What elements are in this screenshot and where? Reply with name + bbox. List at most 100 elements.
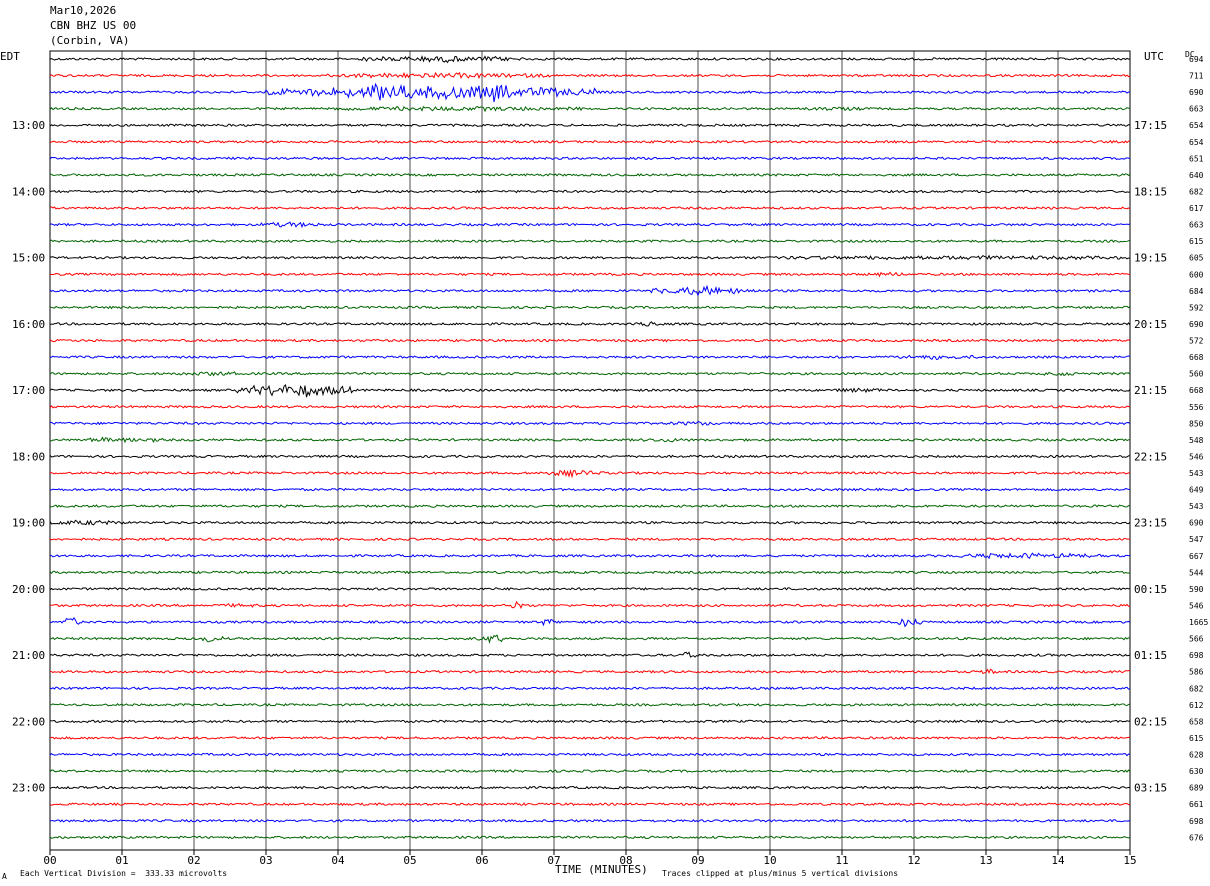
plot-grid bbox=[49, 50, 1131, 855]
seismic-trace bbox=[49, 206, 1131, 210]
utc-hour-label: 22:15 bbox=[1134, 450, 1167, 463]
dc-value-label: 667 bbox=[1189, 552, 1204, 561]
seismic-trace bbox=[49, 123, 1131, 128]
seismic-trace bbox=[49, 686, 1131, 691]
trace-group bbox=[49, 55, 1131, 840]
dc-value-label: 651 bbox=[1189, 154, 1204, 163]
seismic-trace bbox=[49, 305, 1131, 310]
seismic-trace bbox=[49, 600, 1131, 610]
seismic-trace bbox=[49, 139, 1131, 144]
edt-hour-label: 16:00 bbox=[12, 318, 45, 331]
x-tick-label: 09 bbox=[691, 854, 704, 867]
seismic-trace bbox=[49, 454, 1131, 459]
edt-hour-label: 13:00 bbox=[12, 119, 45, 132]
dc-value-label: 850 bbox=[1189, 419, 1204, 428]
utc-hour-label: 23:15 bbox=[1134, 517, 1167, 530]
utc-hour-label: 01:15 bbox=[1134, 649, 1167, 662]
station-label: CBN BHZ US 00 bbox=[50, 19, 137, 32]
dc-value-label: 615 bbox=[1189, 734, 1204, 743]
x-tick-label: 02 bbox=[187, 854, 200, 867]
utc-hour-label: 00:15 bbox=[1134, 583, 1167, 596]
dc-value-label: 698 bbox=[1189, 651, 1204, 660]
seismic-trace bbox=[49, 736, 1131, 740]
x-tick-label: 01 bbox=[115, 854, 128, 867]
x-tick-label: 14 bbox=[1051, 854, 1065, 867]
dc-value-label: 711 bbox=[1189, 72, 1204, 81]
x-tick-label: 04 bbox=[331, 854, 345, 867]
x-axis-title: TIME (MINUTES) bbox=[555, 863, 648, 876]
date-label: Mar10,2026 bbox=[50, 4, 117, 17]
left-timezone-label: EDT bbox=[0, 50, 20, 63]
utc-hour-label: 03:15 bbox=[1134, 782, 1167, 795]
dc-value-label: 556 bbox=[1189, 403, 1204, 412]
plot-frame bbox=[49, 50, 1131, 851]
edt-hour-label: 20:00 bbox=[12, 583, 45, 596]
dc-value-label: 572 bbox=[1189, 337, 1204, 346]
seismic-trace bbox=[49, 82, 1131, 103]
clip-note: Traces clipped at plus/minus 5 vertical … bbox=[662, 869, 899, 878]
location-label: (Corbin, VA) bbox=[50, 34, 130, 47]
seismic-trace bbox=[49, 271, 1131, 278]
dc-value-label: 543 bbox=[1189, 502, 1204, 511]
dc-value-label: 546 bbox=[1189, 601, 1204, 610]
dc-value-label: 586 bbox=[1189, 668, 1204, 677]
seismic-trace bbox=[49, 371, 1131, 377]
utc-hour-label: 17:15 bbox=[1134, 119, 1167, 132]
utc-hour-label: 02:15 bbox=[1134, 715, 1167, 728]
dc-value-label: 690 bbox=[1189, 519, 1204, 528]
seismic-trace bbox=[49, 537, 1131, 542]
scale-note: Each Vertical Division = 333.33 microvol… bbox=[20, 869, 228, 878]
seismic-trace bbox=[49, 769, 1131, 774]
seismic-trace bbox=[49, 383, 1131, 398]
seismic-trace bbox=[49, 702, 1131, 707]
dc-value-label: 684 bbox=[1189, 287, 1204, 296]
edt-hour-label: 19:00 bbox=[12, 517, 45, 530]
utc-hour-label: 18:15 bbox=[1134, 185, 1167, 198]
dc-value-label: 682 bbox=[1189, 684, 1204, 693]
axis-label-group: 00 01 02 03 04 05 06 07 08 09 10 11 12 13 14 15 694 711 69… bbox=[12, 55, 1208, 867]
seismic-trace bbox=[49, 156, 1131, 161]
dc-value-label: 663 bbox=[1189, 105, 1204, 114]
dc-value-label: 690 bbox=[1189, 88, 1204, 97]
dc-value-label: 640 bbox=[1189, 171, 1204, 180]
edt-hour-label: 14:00 bbox=[12, 185, 45, 198]
edt-hour-label: 17:00 bbox=[12, 384, 45, 397]
seismic-trace bbox=[49, 436, 1131, 444]
dc-value-label: 658 bbox=[1189, 717, 1204, 726]
utc-hour-label: 19:15 bbox=[1134, 252, 1167, 265]
seismic-trace bbox=[49, 321, 1131, 327]
seismic-trace bbox=[49, 338, 1131, 343]
dc-value-label: 546 bbox=[1189, 452, 1204, 461]
dc-value-label: 676 bbox=[1189, 833, 1204, 842]
utc-hour-label: 20:15 bbox=[1134, 318, 1167, 331]
seismic-trace bbox=[49, 651, 1131, 658]
seismic-trace bbox=[49, 421, 1131, 426]
seismic-trace bbox=[49, 668, 1131, 675]
dc-value-label: 649 bbox=[1189, 486, 1204, 495]
seismic-trace bbox=[49, 221, 1131, 229]
seismic-trace bbox=[49, 504, 1131, 508]
dc-value-label: 600 bbox=[1189, 270, 1204, 279]
x-tick-label: 06 bbox=[475, 854, 488, 867]
dc-value-label: 592 bbox=[1189, 303, 1204, 312]
seismic-trace bbox=[49, 519, 1131, 526]
x-tick-label: 00 bbox=[43, 854, 56, 867]
dc-value-label: 689 bbox=[1189, 784, 1204, 793]
seismic-trace bbox=[49, 468, 1131, 479]
dc-value-label: 566 bbox=[1189, 635, 1204, 644]
seismic-trace bbox=[49, 752, 1131, 757]
x-tick-label: 10 bbox=[763, 854, 776, 867]
dc-value-label: 654 bbox=[1189, 138, 1204, 147]
dc-value-label: 617 bbox=[1189, 204, 1204, 213]
seismic-trace bbox=[49, 835, 1131, 840]
dc-value-label: 612 bbox=[1189, 701, 1204, 710]
seismic-trace bbox=[49, 552, 1131, 560]
dc-value-label: 605 bbox=[1189, 254, 1204, 263]
dc-value-label: 698 bbox=[1189, 817, 1204, 826]
edt-hour-label: 15:00 bbox=[12, 252, 45, 265]
x-tick-label: 15 bbox=[1123, 854, 1136, 867]
seismic-trace bbox=[49, 634, 1131, 645]
dc-value-label: 682 bbox=[1189, 187, 1204, 196]
utc-hour-label: 21:15 bbox=[1134, 384, 1167, 397]
seismic-trace bbox=[49, 354, 1131, 361]
